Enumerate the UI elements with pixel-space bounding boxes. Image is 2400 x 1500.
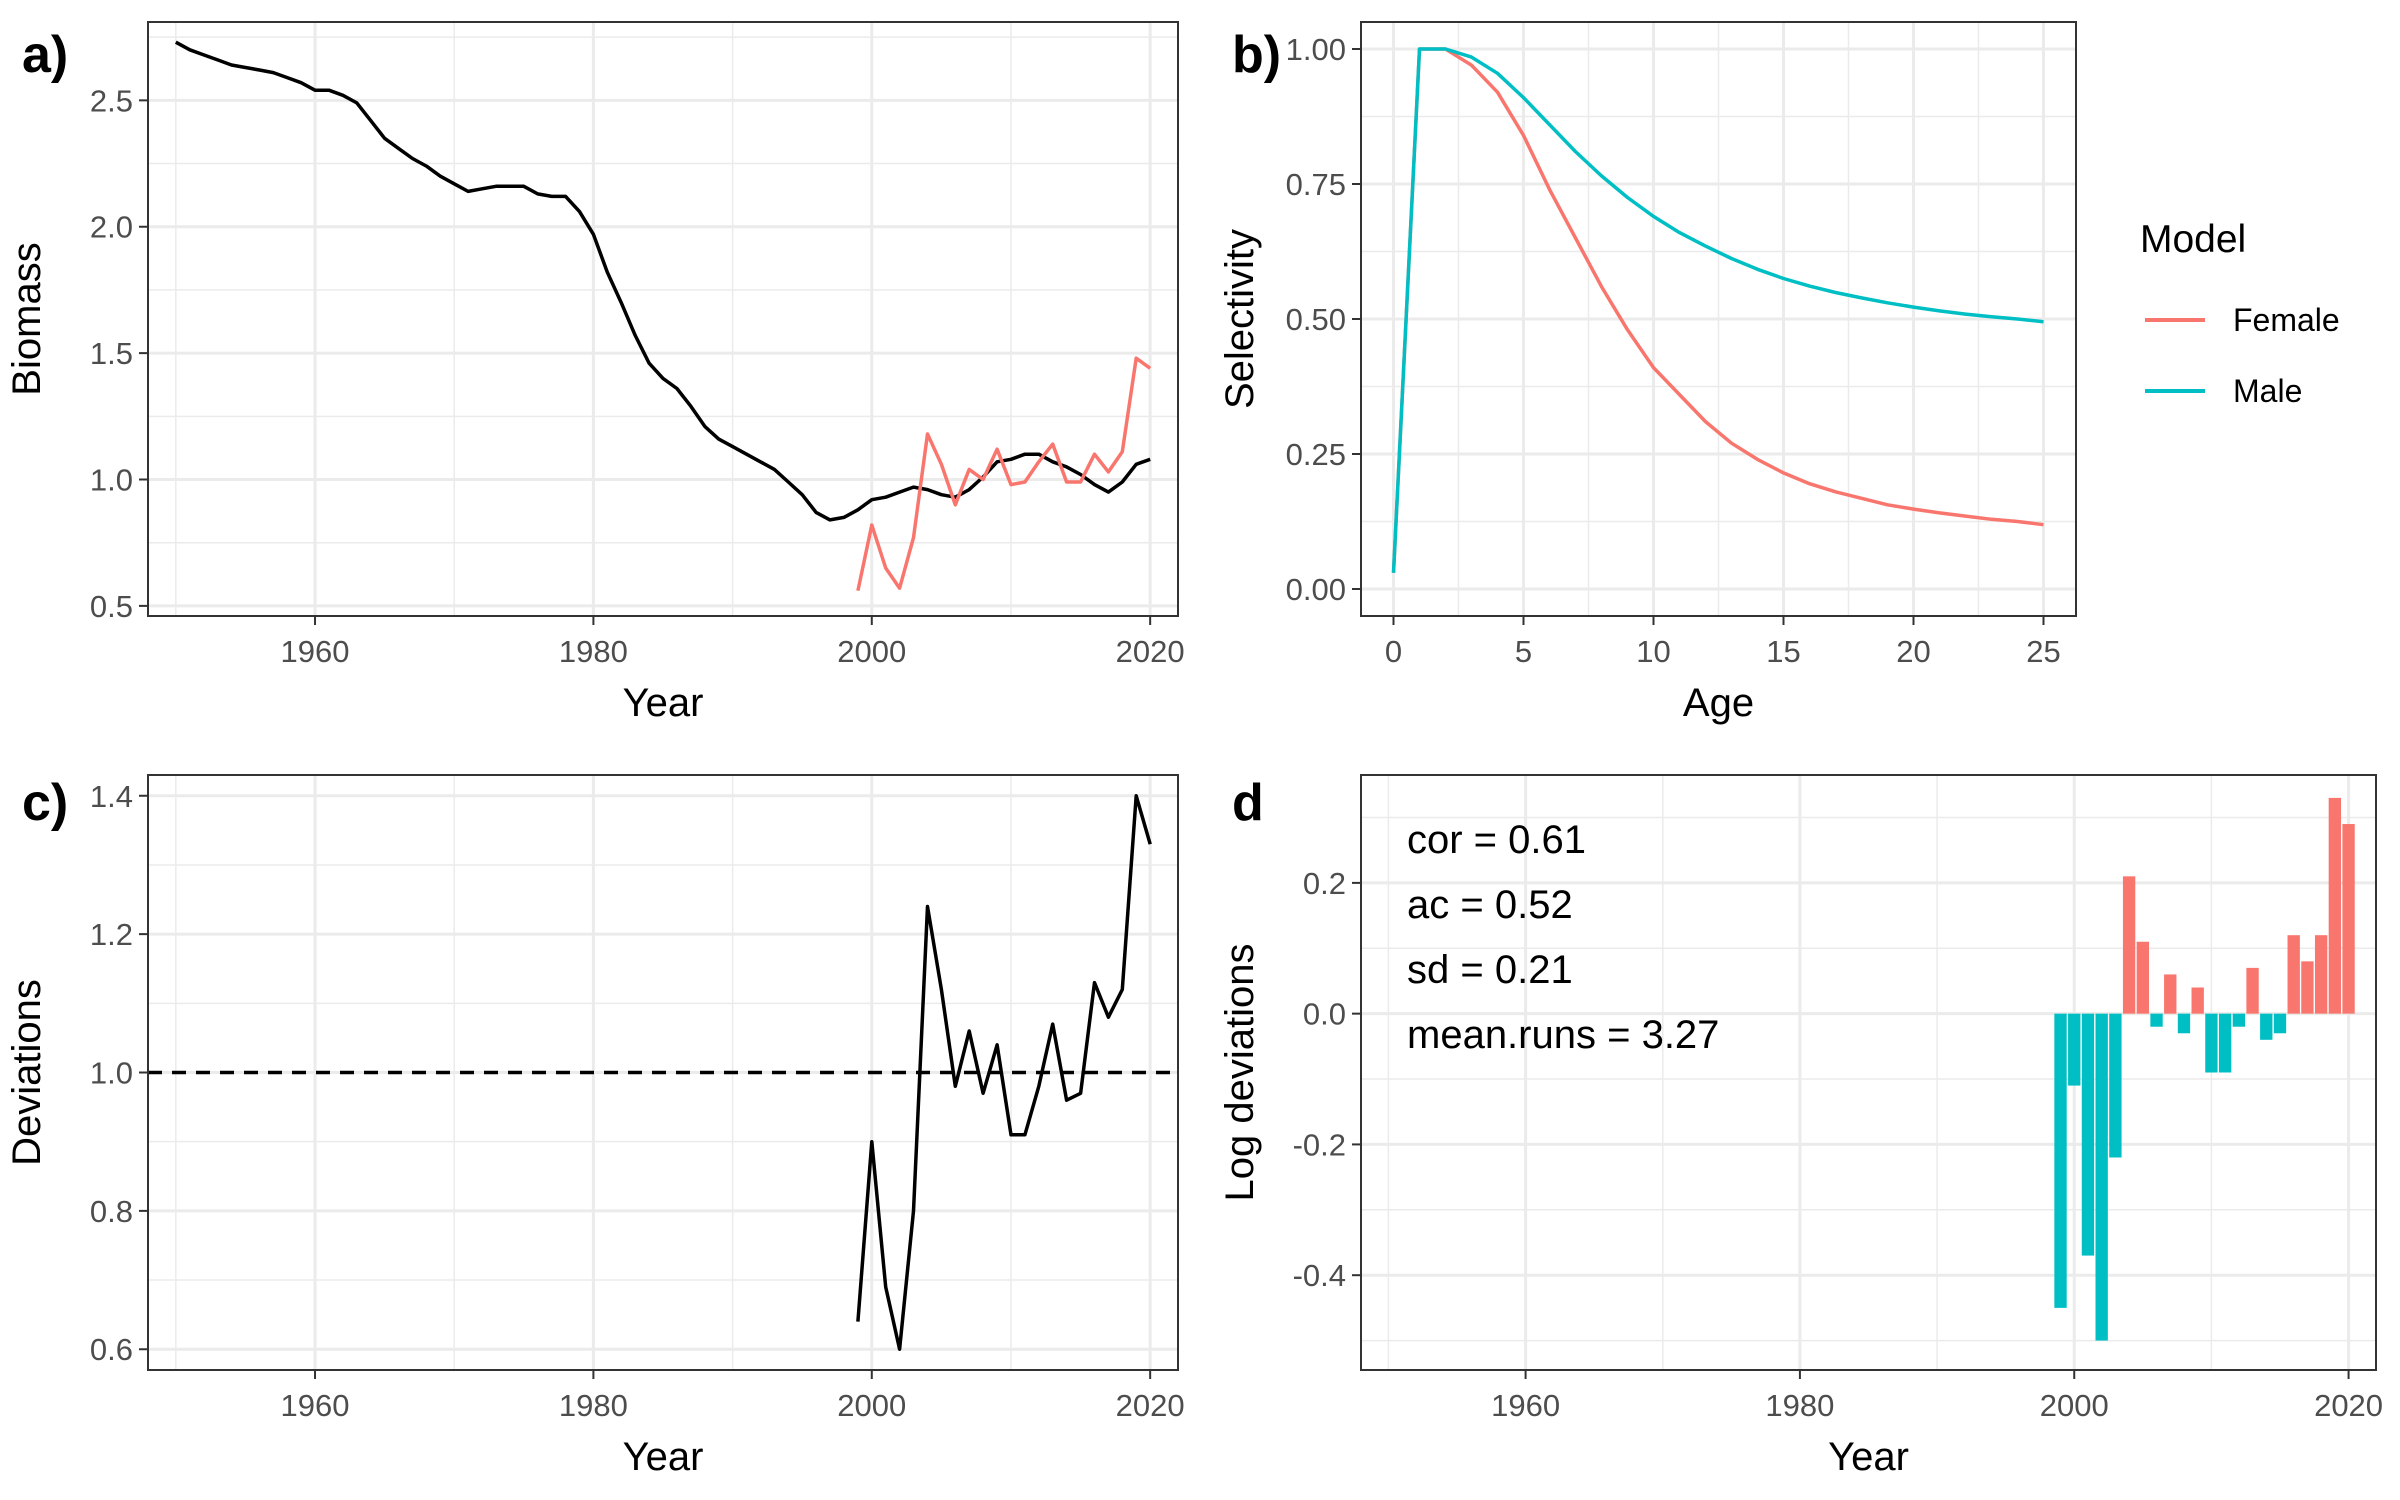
d-x-tick-label: 1980	[1765, 1388, 1834, 1423]
b-series-line-male	[1391, 47, 2044, 573]
b-y-axis-title: Selectivity	[1218, 229, 1262, 409]
b-x-tick-label: 15	[1766, 634, 1800, 669]
b-y-tick-label: 0.75	[1286, 167, 1346, 202]
d-bar	[2095, 1013, 2108, 1341]
b-y-tick-label: 0.50	[1286, 302, 1346, 337]
d-bar	[2136, 941, 2149, 1014]
d-y-axis-title: Log deviations	[1218, 944, 1262, 1202]
c-y-tick-label: 1.4	[90, 779, 133, 814]
c-y-tick-label: 1.2	[90, 917, 133, 952]
b-y-tick-label: 0.00	[1286, 572, 1346, 607]
c-y-tick-label: 1.0	[90, 1056, 133, 1091]
d-bar	[2218, 1013, 2232, 1073]
d-bar	[2122, 876, 2136, 1014]
d-bar	[2328, 797, 2342, 1014]
a-x-tick-label: 1980	[559, 634, 628, 669]
a-y-tick-label: 2.0	[90, 210, 133, 245]
c-y-tick-label: 0.8	[90, 1194, 133, 1229]
d-bar	[2177, 1013, 2191, 1034]
d-bar	[2301, 961, 2314, 1014]
d-bar	[2054, 1013, 2067, 1308]
d-bar	[2232, 1013, 2246, 1027]
c-y-axis-title: Deviations	[5, 979, 49, 1166]
c-x-tick-label: 2020	[1116, 1388, 1185, 1423]
d-bar	[2342, 824, 2355, 1014]
d-bar	[2273, 1013, 2287, 1034]
d-x-tick-label: 2000	[2040, 1388, 2109, 1423]
a-x-axis-title: Year	[623, 681, 704, 725]
a-x-tick-label: 2020	[1116, 634, 1185, 669]
a-y-tick-label: 1.5	[90, 336, 133, 371]
a-y-tick-label: 1.0	[90, 463, 133, 498]
b-series-line-female	[1391, 47, 2044, 573]
c-x-tick-label: 1960	[281, 1388, 350, 1423]
panel-a-biomass: 1960 1980 2000 2020 0.5 1.0 1.5 2.0 2.5 Year Bioma…	[5, 21, 1185, 725]
b-y-tick-label: 1.00	[1286, 32, 1346, 67]
a-y-axis-title: Biomass	[5, 242, 49, 395]
c-x-axis-title: Year	[623, 1435, 704, 1479]
d-x-tick-label: 1960	[1491, 1388, 1560, 1423]
b-x-tick-label: 20	[1896, 634, 1930, 669]
d-bar	[2287, 935, 2300, 1014]
legend: Model Female Male	[2140, 218, 2340, 409]
c-x-tick-label: 1980	[559, 1388, 628, 1423]
a-panel-label: a)	[22, 26, 68, 84]
d-bar	[2068, 1013, 2081, 1086]
d-bar	[2314, 935, 2328, 1014]
d-bar	[2191, 987, 2204, 1014]
d-x-tick-label: 2020	[2314, 1388, 2383, 1423]
panel-d-log-deviations: cor = 0.61 ac = 0.52 sd = 0.21 mean.runs = …	[1218, 774, 2383, 1479]
legend-title: Model	[2140, 218, 2246, 261]
d-bar	[2205, 1013, 2218, 1073]
d-bar	[2109, 1013, 2122, 1158]
stat-annotation: cor = 0.61	[1407, 818, 1586, 862]
a-y-tick-label: 0.5	[90, 589, 133, 624]
d-panel-border	[1360, 774, 2377, 1371]
a-plot-background	[148, 22, 1178, 616]
b-x-axis-title: Age	[1683, 681, 1754, 725]
panel-b-selectivity: 0 5 10 15 20 25 0.00 0.25 0.50 0.75 1.00 Age Selecti…	[1218, 21, 2077, 725]
d-bar	[2150, 1013, 2163, 1027]
d-y-tick-label: 0.0	[1303, 997, 1346, 1032]
d-panel-label: d	[1232, 774, 1264, 832]
b-x-tick-label: 5	[1515, 634, 1532, 669]
d-bar	[2246, 967, 2259, 1014]
legend-label-male: Male	[2233, 373, 2302, 409]
c-panel-label: c)	[22, 774, 68, 832]
d-y-tick-label: -0.2	[1293, 1127, 1346, 1162]
b-x-tick-label: 0	[1385, 634, 1402, 669]
stat-annotation: sd = 0.21	[1407, 948, 1573, 992]
a-x-tick-label: 1960	[281, 634, 350, 669]
d-bar	[2081, 1013, 2095, 1256]
c-y-tick-label: 0.6	[90, 1332, 133, 1367]
c-x-tick-label: 2000	[837, 1388, 906, 1423]
d-y-tick-label: -0.4	[1293, 1258, 1346, 1293]
b-panel-label: b)	[1232, 26, 1281, 84]
stat-annotation: mean.runs = 3.27	[1407, 1013, 1719, 1057]
stat-annotation: ac = 0.52	[1407, 883, 1573, 927]
b-x-tick-label: 25	[2026, 634, 2060, 669]
panel-c-deviations: 1960 1980 2000 2020 0.6 0.8 1.0 1.2 1.4 Year Devia…	[5, 774, 1185, 1479]
legend-label-female: Female	[2233, 302, 2340, 338]
a-series-line-1	[856, 356, 1152, 592]
a-panel-border	[147, 21, 1179, 617]
d-y-tick-label: 0.2	[1303, 866, 1346, 901]
a-x-tick-label: 2000	[837, 634, 906, 669]
d-bar	[2260, 1013, 2273, 1040]
c-series-line-0	[856, 794, 1152, 1351]
b-y-tick-label: 0.25	[1286, 437, 1346, 472]
d-x-axis-title: Year	[1828, 1435, 1909, 1479]
b-x-tick-label: 10	[1636, 634, 1670, 669]
d-bar	[2164, 974, 2177, 1014]
a-y-tick-label: 2.5	[90, 83, 133, 118]
